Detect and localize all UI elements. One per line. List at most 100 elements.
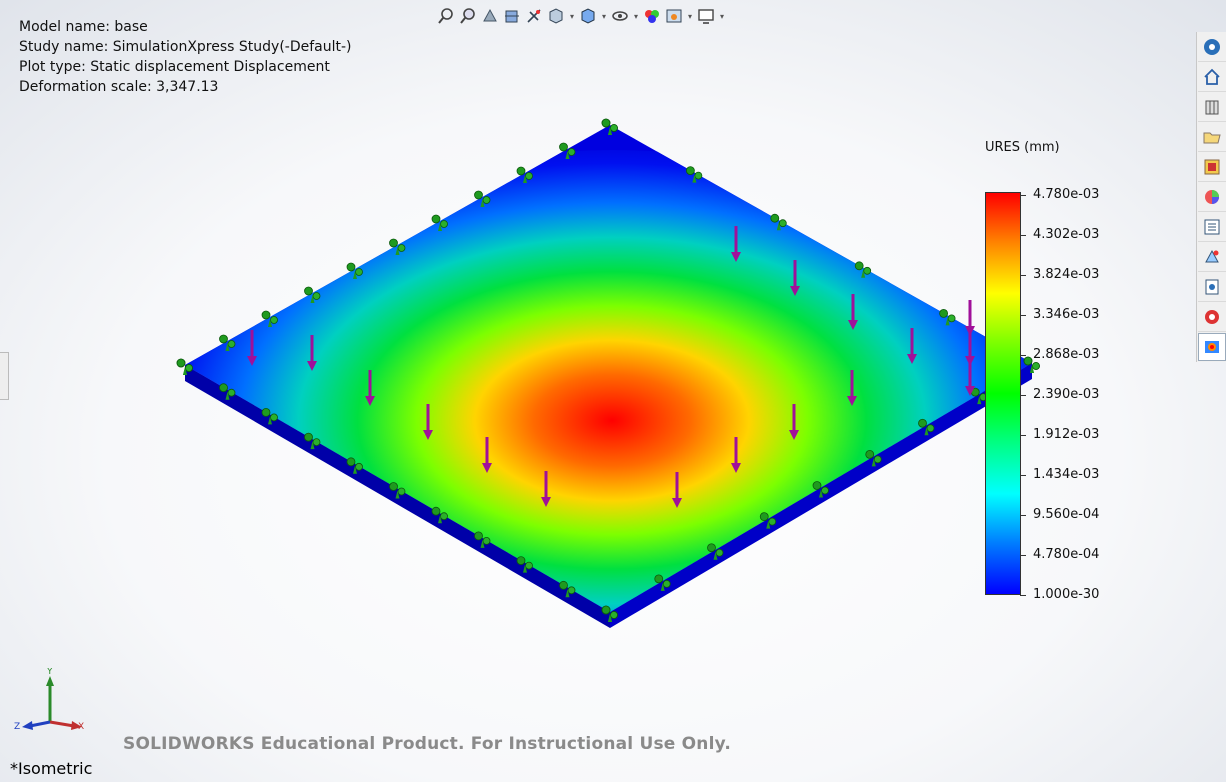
fixture-marker (770, 213, 787, 231)
load-arrow (672, 472, 682, 508)
fixture-marker (431, 506, 448, 524)
fixture-marker (918, 418, 935, 436)
fixture-marker (389, 482, 406, 499)
simulation-results-icon[interactable] (1198, 333, 1226, 361)
zoom-to-area-icon[interactable] (458, 6, 478, 26)
legend-tick (1020, 355, 1026, 356)
fixture-marker (219, 334, 236, 351)
legend-tick (1020, 315, 1026, 316)
design-library-icon[interactable] (1198, 93, 1226, 122)
previous-view-icon[interactable] (480, 6, 500, 26)
simulationxpress-icon[interactable] (1198, 243, 1226, 272)
view-settings-dropdown[interactable]: ▾ (719, 11, 724, 21)
load-arrow (790, 260, 800, 296)
load-arrow (789, 404, 799, 440)
legend-tick (1020, 595, 1026, 596)
fixture-marker (654, 574, 671, 591)
load-arrow (541, 471, 551, 507)
model-name: Model name: base (19, 19, 148, 35)
legend-tick (1020, 395, 1026, 396)
forum-icon[interactable] (1198, 273, 1226, 302)
task-pane-tabs (1196, 32, 1226, 362)
deformation-scale: Deformation scale: 3,347.13 (19, 79, 219, 95)
legend-tick-label: 2.390e-03 (1033, 387, 1100, 402)
legend-tick-label: 3.346e-03 (1033, 307, 1100, 322)
fixture-marker (601, 118, 618, 135)
fixture-marker (304, 286, 321, 303)
load-arrow (247, 330, 257, 366)
fixture-marker (346, 457, 363, 474)
load-arrow (307, 335, 317, 371)
legend-tick (1020, 555, 1026, 556)
fixture-marker (707, 543, 724, 560)
legend-tick-label: 4.780e-04 (1033, 547, 1100, 562)
legend-tick-label: 4.780e-03 (1033, 187, 1100, 202)
costing-icon[interactable] (1198, 303, 1226, 332)
legend-tick-label: 1.434e-03 (1033, 467, 1100, 482)
triad-z-label: Z (14, 722, 20, 732)
zoom-to-fit-icon[interactable] (436, 6, 456, 26)
fixture-marker (559, 580, 576, 598)
fixture-marker (474, 531, 491, 548)
fixture-marker (389, 238, 406, 255)
fixture-marker (261, 407, 278, 425)
legend-tick (1020, 195, 1026, 196)
fixture-marker (516, 166, 533, 183)
legend-tick (1020, 235, 1026, 236)
hide-show-dropdown[interactable]: ▾ (633, 11, 638, 21)
appearances-icon[interactable] (1198, 183, 1226, 212)
fixed-geometry-markers (176, 118, 1040, 622)
file-explorer-icon[interactable] (1198, 123, 1226, 152)
view-orientation-name: *Isometric (10, 759, 93, 778)
home-icon[interactable] (1198, 63, 1226, 92)
plot-type: Plot type: Static displacement Displacem… (19, 59, 330, 75)
legend-tick-label: 1.912e-03 (1033, 427, 1100, 442)
hide-show-items-icon[interactable] (610, 6, 630, 26)
educational-watermark: SOLIDWORKS Educational Product. For Inst… (123, 734, 731, 754)
feature-manager-collapse-tab[interactable] (0, 352, 9, 400)
load-arrow (965, 360, 975, 396)
fixture-marker (516, 556, 533, 573)
fixture-marker (939, 308, 956, 326)
load-arrow (365, 370, 375, 406)
display-style-icon[interactable] (578, 6, 598, 26)
load-arrow (423, 404, 433, 440)
apply-scene-icon[interactable] (664, 6, 684, 26)
fixture-marker (812, 481, 829, 498)
view-palette-icon[interactable] (1198, 153, 1226, 182)
load-arrow (847, 370, 857, 406)
fixture-marker (346, 262, 363, 279)
display-style-dropdown[interactable]: ▾ (601, 11, 606, 21)
legend-tick (1020, 515, 1026, 516)
load-arrow (848, 294, 858, 330)
solidworks-resources-icon[interactable] (1198, 33, 1226, 62)
apply-scene-dropdown[interactable]: ▾ (687, 11, 692, 21)
load-arrow (482, 437, 492, 473)
fixture-marker (219, 383, 236, 400)
load-arrow (731, 226, 741, 262)
dynamic-annotation-icon[interactable] (524, 6, 544, 26)
triad-x-label: X (78, 722, 84, 732)
view-settings-icon[interactable] (696, 6, 716, 26)
legend-tick (1020, 435, 1026, 436)
legend-tick-label: 2.868e-03 (1033, 347, 1100, 362)
custom-properties-icon[interactable] (1198, 213, 1226, 242)
fixture-marker (559, 142, 576, 159)
fixture-marker (854, 261, 872, 278)
fixture-marker (304, 432, 321, 450)
load-arrow (731, 437, 741, 473)
fixture-marker (431, 214, 448, 231)
edit-appearance-icon[interactable] (642, 6, 662, 26)
force-load-arrows (247, 226, 975, 508)
triad-y-label: Y (46, 668, 53, 677)
fixture-marker (601, 605, 618, 622)
fixture-marker (865, 449, 882, 467)
legend-tick-label: 9.560e-04 (1033, 507, 1100, 522)
view-orientation-dropdown[interactable]: ▾ (569, 11, 574, 21)
section-view-icon[interactable] (502, 6, 522, 26)
view-orientation-icon[interactable] (546, 6, 566, 26)
legend-tick (1020, 275, 1026, 276)
legend-tick-label: 3.824e-03 (1033, 267, 1100, 282)
fixture-marker (261, 310, 278, 327)
